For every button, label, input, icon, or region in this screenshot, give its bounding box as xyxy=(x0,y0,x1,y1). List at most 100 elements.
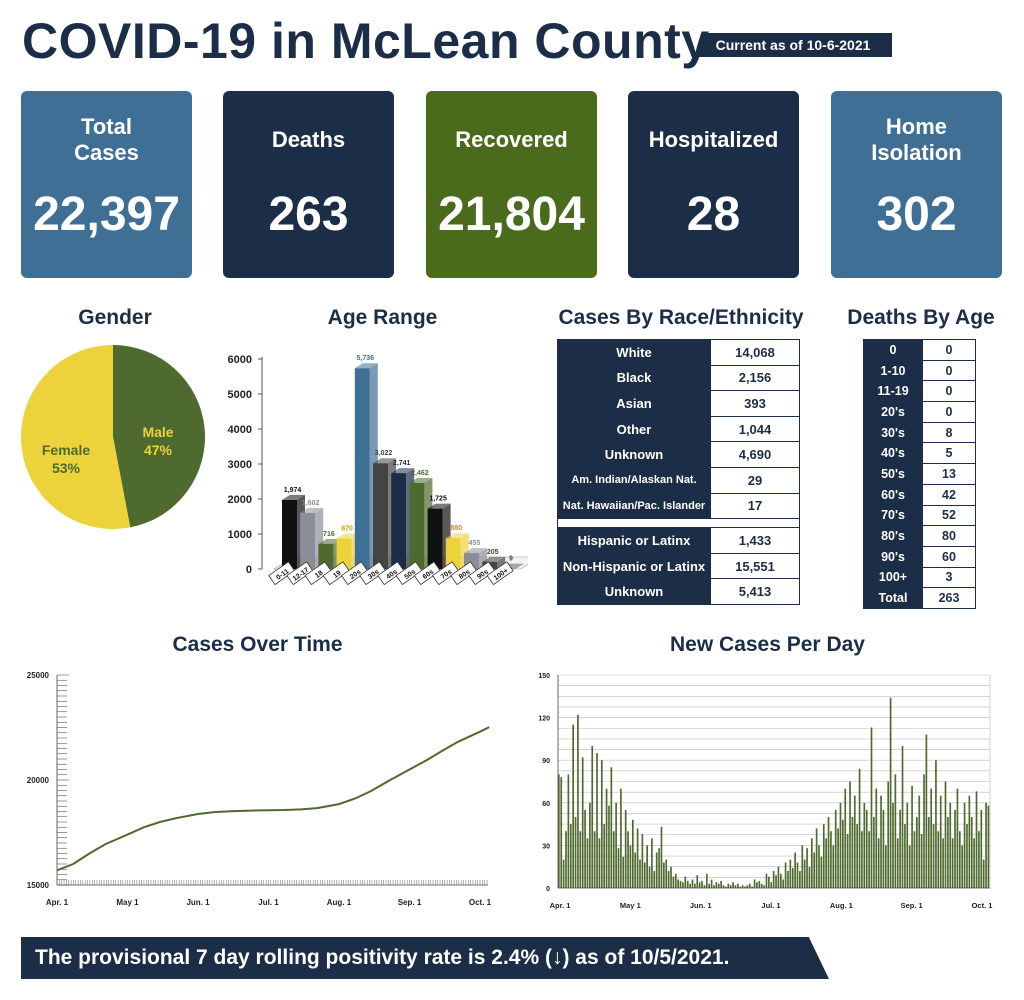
daily-bar xyxy=(880,795,882,888)
y-tick-label: 120 xyxy=(538,716,550,723)
daily-bar xyxy=(593,831,596,888)
deaths-age-row: 80's 80 xyxy=(863,525,976,547)
card-value: 263 xyxy=(268,188,349,241)
daily-bar xyxy=(768,876,770,888)
age-group-label: 20's xyxy=(863,401,923,423)
x-tick-label: May 1 xyxy=(116,898,139,907)
age-range-bar-chart: 01000200030004000500060001,9740-111,6021… xyxy=(228,354,528,586)
daily-bar xyxy=(923,774,925,888)
daily-bar xyxy=(701,880,703,888)
pie-label-female: 53% xyxy=(52,460,81,476)
card-label: Hospitalized xyxy=(648,127,779,152)
daily-bar xyxy=(634,852,637,888)
race-value: 2,156 xyxy=(710,364,800,392)
daily-bar xyxy=(663,862,665,888)
category-tag-box xyxy=(450,561,478,586)
daily-bar xyxy=(689,883,691,888)
daily-bar xyxy=(875,788,878,888)
daily-bar xyxy=(853,795,856,888)
card-home-isolation: Home Isolation 302 xyxy=(831,91,1002,278)
daily-bar xyxy=(653,871,656,888)
daily-bar xyxy=(605,788,608,888)
race-row: Nat. Hawaiian/Pac. Islander 17 xyxy=(557,492,800,520)
daily-bar xyxy=(684,876,687,888)
bar-top xyxy=(482,556,506,562)
gender-title: Gender xyxy=(78,306,152,329)
daily-bar xyxy=(815,828,818,888)
daily-bar xyxy=(889,697,892,888)
cases-line xyxy=(56,726,490,872)
new-cases-title: New Cases Per Day xyxy=(670,633,865,656)
category-tag-box xyxy=(286,561,314,586)
daily-bar xyxy=(884,845,887,888)
daily-bar xyxy=(696,875,699,888)
age-group-label: 40's xyxy=(863,442,923,465)
bar-value-label: 5,736 xyxy=(357,355,375,362)
race-label: Other xyxy=(557,415,711,443)
deaths-value: 0 xyxy=(922,359,976,382)
race-ethnicity-table: White 14,068 Black 2,156 Asian 393 Other 1,044 U… xyxy=(557,339,800,605)
race-label: White xyxy=(557,339,711,366)
daily-bar xyxy=(729,885,732,888)
daily-bar xyxy=(842,819,844,888)
category-tag-box xyxy=(486,561,514,586)
deaths-value: 8 xyxy=(922,421,976,444)
daily-bar xyxy=(732,882,734,888)
category-tag-box xyxy=(322,561,350,586)
daily-bar xyxy=(954,809,956,888)
daily-bar xyxy=(849,781,851,888)
daily-bar xyxy=(584,809,586,888)
bar-value-label: 1,974 xyxy=(284,487,302,494)
age-group-label: 11-19 xyxy=(863,380,923,403)
daily-bar xyxy=(581,757,584,888)
daily-bar xyxy=(643,862,646,888)
daily-bar xyxy=(612,831,615,888)
daily-bar xyxy=(682,882,684,888)
daily-bar xyxy=(615,802,617,888)
daily-bar xyxy=(646,845,648,888)
daily-bar xyxy=(949,802,952,888)
card-value: 302 xyxy=(876,188,957,241)
category-tag: 70s xyxy=(431,561,460,586)
race-row: Hispanic or Latinx 1,433 xyxy=(557,527,800,554)
race-value: 4,690 xyxy=(710,441,800,468)
daily-bar xyxy=(751,886,753,888)
pie-label-male: Male xyxy=(142,424,173,440)
deaths-age-row: Total 263 xyxy=(863,587,976,609)
deaths-value: 60 xyxy=(922,545,976,568)
daily-bar xyxy=(725,886,727,888)
age-group-label: 0 xyxy=(863,339,923,361)
race-label: Unknown xyxy=(557,441,711,468)
daily-bar xyxy=(894,774,897,888)
daily-bar xyxy=(591,746,594,888)
daily-bar xyxy=(822,824,825,888)
daily-bar xyxy=(713,885,715,888)
daily-bar xyxy=(961,845,964,888)
daily-bar xyxy=(796,862,799,888)
daily-bar xyxy=(741,885,744,888)
daily-bar xyxy=(987,805,990,888)
daily-bar xyxy=(660,826,663,888)
race-value: 393 xyxy=(710,390,800,417)
daily-bar xyxy=(916,817,918,888)
daily-bar xyxy=(887,781,890,888)
daily-bar xyxy=(772,871,775,888)
race-value: 14,068 xyxy=(710,339,800,366)
daily-bar xyxy=(674,873,677,888)
category-tag-box xyxy=(431,561,460,586)
daily-bar xyxy=(722,885,725,888)
daily-bar xyxy=(942,838,944,888)
daily-bar xyxy=(966,824,968,888)
daily-bar xyxy=(844,788,847,888)
age-bar-50s xyxy=(409,482,425,569)
daily-bar xyxy=(806,848,808,888)
deaths-age-row: 40's 5 xyxy=(863,442,976,465)
card-value: 28 xyxy=(686,188,741,241)
deaths-age-row: 100+ 3 xyxy=(863,566,976,589)
daily-bar xyxy=(598,838,601,888)
pie-slice-female xyxy=(21,345,131,529)
daily-bar xyxy=(906,802,909,888)
deaths-age-row: 11-19 0 xyxy=(863,380,976,403)
y-tick-label: 5000 xyxy=(228,389,252,401)
race-label: Am. Indian/Alaskan Nat. xyxy=(557,466,711,494)
